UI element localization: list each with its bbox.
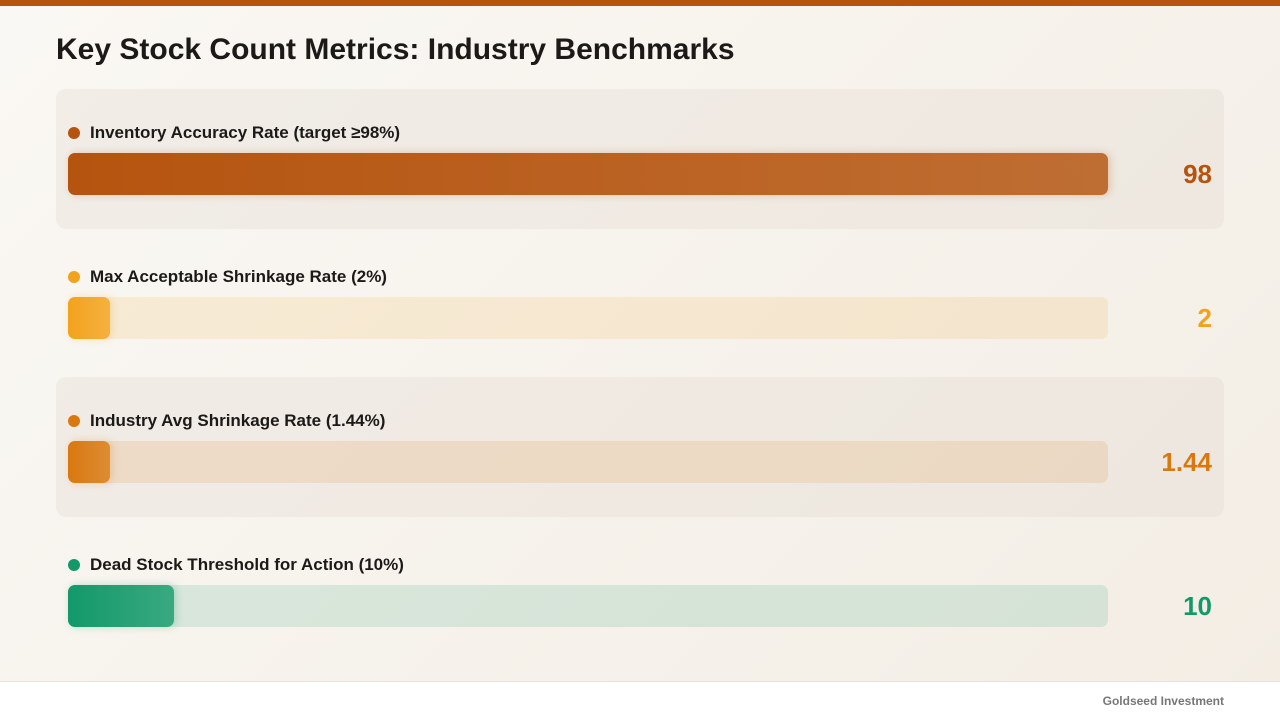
bar-label: Dead Stock Threshold for Action (10%): [90, 555, 404, 574]
bar-track: [68, 585, 1108, 627]
bar-label: Max Acceptable Shrinkage Rate (2%): [90, 267, 387, 286]
value-label: 10: [1183, 591, 1212, 621]
metric-row: Dead Stock Threshold for Action (10%) 10: [56, 521, 1224, 661]
top-bar: [0, 0, 1280, 6]
bar-track: [68, 153, 1108, 195]
bar-label: Industry Avg Shrinkage Rate (1.44%): [90, 411, 386, 430]
legend-dot: [68, 127, 80, 139]
chart-title: Key Stock Count Metrics: Industry Benchm…: [56, 33, 735, 66]
bar: [68, 297, 110, 339]
value-label: 1.44: [1161, 447, 1212, 477]
legend-dot: [68, 415, 80, 427]
value-label: 2: [1197, 303, 1212, 333]
value-label: 98: [1183, 159, 1212, 189]
footer-text: Goldseed Investment: [1102, 694, 1224, 708]
metric-row: Max Acceptable Shrinkage Rate (2%) 2: [56, 233, 1224, 373]
metric-row: Inventory Accuracy Rate (target ≥98%) 98: [56, 89, 1224, 229]
bar: [68, 153, 1108, 195]
legend-dot: [68, 559, 80, 571]
bar: [68, 585, 175, 627]
bar-track: [68, 297, 1108, 339]
bar-label: Inventory Accuracy Rate (target ≥98%): [90, 123, 401, 142]
metric-row: Industry Avg Shrinkage Rate (1.44%) 1.44: [56, 377, 1224, 517]
bar: [68, 441, 110, 483]
legend-dot: [68, 271, 80, 283]
footer: Goldseed Investment: [0, 681, 1280, 721]
bar-track: [68, 441, 1108, 483]
